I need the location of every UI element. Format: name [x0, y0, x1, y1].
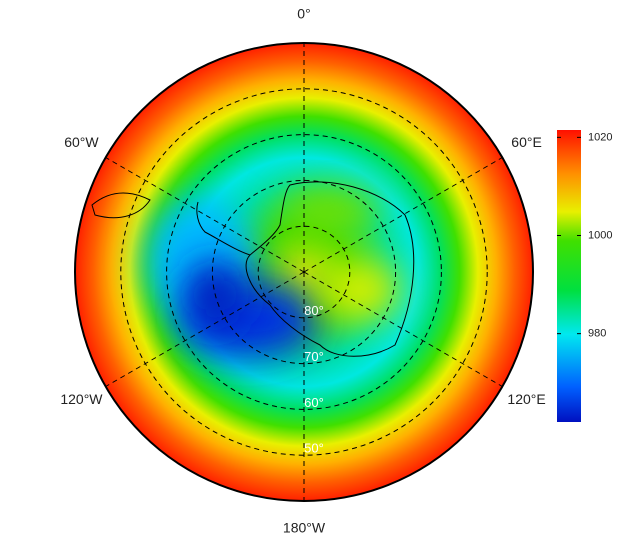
parallel: [120, 88, 488, 456]
meridian: [105, 271, 305, 387]
meridian: [303, 271, 503, 387]
meridian: [105, 157, 305, 273]
parallel: [166, 134, 442, 410]
longitude-label: 120°W: [60, 391, 103, 407]
longitude-label: 60°E: [511, 134, 542, 150]
graticule: [105, 43, 503, 501]
longitude-label: 120°E: [507, 391, 545, 407]
latitude-label: 60°: [304, 395, 324, 410]
colorbar-label: 980: [588, 328, 606, 340]
longitude-label: 180°W: [283, 520, 326, 536]
parallel: [211, 179, 397, 365]
longitude-label: 60°W: [64, 134, 99, 150]
colorbar-label: 1000: [588, 229, 612, 241]
map-border: [74, 42, 534, 502]
longitude-label: 0°: [297, 6, 310, 22]
colorbar-label: 1020: [588, 131, 612, 143]
latitude-label: 50°: [304, 441, 324, 456]
colorbar: [557, 130, 581, 422]
meridian: [303, 157, 503, 273]
latitude-label: 80°: [304, 303, 324, 318]
latitude-label: 70°: [304, 349, 324, 364]
parallel: [257, 225, 351, 319]
